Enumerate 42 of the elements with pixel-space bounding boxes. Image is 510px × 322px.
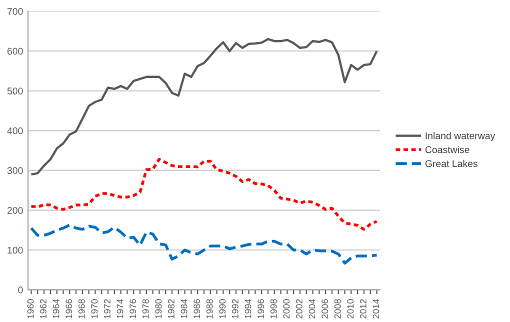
y-tick-label: 700 [7,8,23,15]
x-tick-label: 2014 [372,299,380,318]
y-tick-label: 100 [8,246,23,254]
x-tick-label: 2000 [283,299,290,318]
x-tick-label: 1996 [258,299,264,318]
x-tick-label: 1964 [52,299,60,318]
x-tick-label: 1984 [180,299,188,318]
line-series [30,158,378,231]
x-tick-label: 1970 [91,299,98,318]
y-tick-label: 600 [7,48,23,55]
y-tick-label: 200 [7,206,23,214]
x-tick-label: 1976 [130,299,136,318]
x-tick-label: 1960 [27,299,34,318]
line-series [30,224,378,265]
x-tick-label: 2008 [334,299,341,318]
x-tick-label: 1962 [40,299,46,318]
y-tick-label: 400 [7,127,23,134]
x-tick-label: 2002 [296,299,302,318]
x-tick-label: 1982 [168,299,174,318]
x-tick-label: 1974 [116,299,124,318]
x-tick-label: 1988 [206,299,213,318]
x-tick-label: 1968 [78,299,85,318]
legend-label: Great Lakes [425,160,478,168]
legend-label: Coastwise [425,146,470,154]
x-tick-label: 2012 [360,299,366,318]
y-tick-label: 500 [7,88,23,94]
legend-label: Inland waterway [426,132,496,142]
x-tick-label: 1992 [232,299,238,318]
x-tick-label: 1966 [66,299,72,318]
y-tick-label: 0 [18,286,23,294]
x-tick-label: 1986 [194,299,200,318]
x-tick-label: 1980 [155,299,162,318]
line-series [30,38,378,176]
x-tick-label: 2006 [322,299,328,318]
x-tick-label: 2010 [347,299,354,318]
x-tick-label: 1994 [244,299,252,318]
x-tick-label: 1998 [270,299,277,318]
x-tick-label: 1990 [219,299,226,318]
x-tick-label: 1978 [142,299,149,318]
x-tick-label: 1972 [104,299,110,318]
y-tick-label: 300 [7,167,23,174]
x-tick-label: 2004 [308,299,316,318]
